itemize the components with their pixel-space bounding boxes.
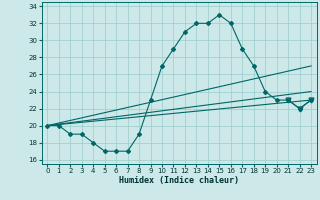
X-axis label: Humidex (Indice chaleur): Humidex (Indice chaleur): [119, 176, 239, 185]
